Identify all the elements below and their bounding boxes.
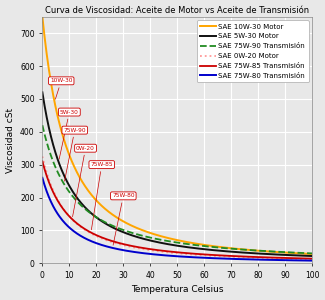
SAE 75W-90 Transmisión bbox=[304, 251, 308, 255]
Title: Curva de Viscosidad: Aceite de Motor vs Aceite de Transmisión: Curva de Viscosidad: Aceite de Motor vs … bbox=[45, 6, 309, 15]
Text: 75W-85: 75W-85 bbox=[90, 162, 113, 230]
Line: SAE 10W-30 Motor: SAE 10W-30 Motor bbox=[42, 17, 312, 254]
SAE 10W-30 Motor bbox=[310, 252, 314, 256]
SAE 0W-20 Motor bbox=[170, 251, 174, 255]
SAE 0W-20 Motor bbox=[310, 257, 314, 261]
SAE 75W-90 Transmisión bbox=[262, 249, 266, 253]
SAE 75W-90 Transmisión bbox=[201, 244, 205, 248]
SAE 75W-90 Transmisión bbox=[40, 123, 44, 127]
Legend: SAE 10W-30 Motor, SAE 5W-30 Motor, SAE 75W-90 Transmisión, SAE 0W-20 Motor, SAE : SAE 10W-30 Motor, SAE 5W-30 Motor, SAE 7… bbox=[197, 20, 309, 82]
SAE 0W-20 Motor bbox=[262, 256, 266, 260]
X-axis label: Temperatura Celsius: Temperatura Celsius bbox=[131, 285, 224, 294]
SAE 10W-30 Motor bbox=[170, 237, 174, 241]
SAE 75W-80 Transmisión bbox=[40, 176, 44, 180]
SAE 0W-20 Motor bbox=[304, 257, 308, 261]
Line: SAE 75W-90 Transmisión: SAE 75W-90 Transmisión bbox=[42, 125, 312, 254]
Text: 5W-30: 5W-30 bbox=[59, 110, 79, 159]
SAE 0W-20 Motor bbox=[187, 253, 190, 256]
Text: 75W-90: 75W-90 bbox=[63, 128, 86, 181]
SAE 0W-20 Motor bbox=[40, 154, 44, 158]
SAE 10W-30 Motor bbox=[169, 237, 173, 240]
SAE 5W-30 Motor bbox=[310, 254, 314, 258]
SAE 75W-80 Transmisión bbox=[170, 254, 174, 258]
Line: SAE 0W-20 Motor: SAE 0W-20 Motor bbox=[42, 156, 312, 259]
SAE 75W-80 Transmisión bbox=[262, 258, 266, 262]
SAE 5W-30 Motor bbox=[201, 247, 205, 251]
SAE 5W-30 Motor bbox=[169, 243, 173, 246]
SAE 75W-85 Transmisión bbox=[169, 250, 173, 253]
SAE 5W-30 Motor bbox=[304, 254, 308, 258]
SAE 75W-90 Transmisión bbox=[310, 252, 314, 255]
SAE 75W-85 Transmisión bbox=[262, 256, 266, 259]
Text: 10W-30: 10W-30 bbox=[50, 78, 72, 99]
SAE 75W-80 Transmisión bbox=[304, 259, 308, 262]
SAE 75W-80 Transmisión bbox=[187, 255, 190, 259]
SAE 10W-30 Motor bbox=[187, 241, 190, 244]
Y-axis label: Viscosidad cSt: Viscosidad cSt bbox=[6, 107, 15, 172]
SAE 75W-80 Transmisión bbox=[169, 254, 173, 258]
SAE 0W-20 Motor bbox=[201, 254, 205, 257]
SAE 10W-30 Motor bbox=[40, 15, 44, 19]
SAE 75W-85 Transmisión bbox=[201, 253, 205, 256]
SAE 5W-30 Motor bbox=[170, 243, 174, 247]
Text: 75W-80: 75W-80 bbox=[112, 194, 135, 245]
Line: SAE 75W-85 Transmisión: SAE 75W-85 Transmisión bbox=[42, 161, 312, 259]
SAE 10W-30 Motor bbox=[304, 252, 308, 256]
SAE 0W-20 Motor bbox=[169, 251, 173, 254]
SAE 75W-85 Transmisión bbox=[40, 160, 44, 163]
SAE 10W-30 Motor bbox=[262, 249, 266, 253]
SAE 10W-30 Motor bbox=[201, 243, 205, 247]
SAE 75W-90 Transmisión bbox=[170, 240, 174, 244]
SAE 75W-80 Transmisión bbox=[201, 256, 205, 260]
SAE 75W-85 Transmisión bbox=[304, 257, 308, 260]
SAE 75W-80 Transmisión bbox=[310, 259, 314, 262]
SAE 75W-90 Transmisión bbox=[169, 240, 173, 243]
SAE 5W-30 Motor bbox=[187, 245, 190, 249]
Line: SAE 75W-80 Transmisión: SAE 75W-80 Transmisión bbox=[42, 178, 312, 261]
SAE 75W-85 Transmisión bbox=[170, 250, 174, 253]
Line: SAE 5W-30 Motor: SAE 5W-30 Motor bbox=[42, 92, 312, 256]
SAE 75W-90 Transmisión bbox=[187, 242, 190, 246]
Text: 0W-20: 0W-20 bbox=[72, 146, 95, 217]
SAE 5W-30 Motor bbox=[40, 91, 44, 94]
SAE 75W-85 Transmisión bbox=[187, 251, 190, 255]
SAE 5W-30 Motor bbox=[262, 252, 266, 256]
SAE 75W-85 Transmisión bbox=[310, 257, 314, 260]
